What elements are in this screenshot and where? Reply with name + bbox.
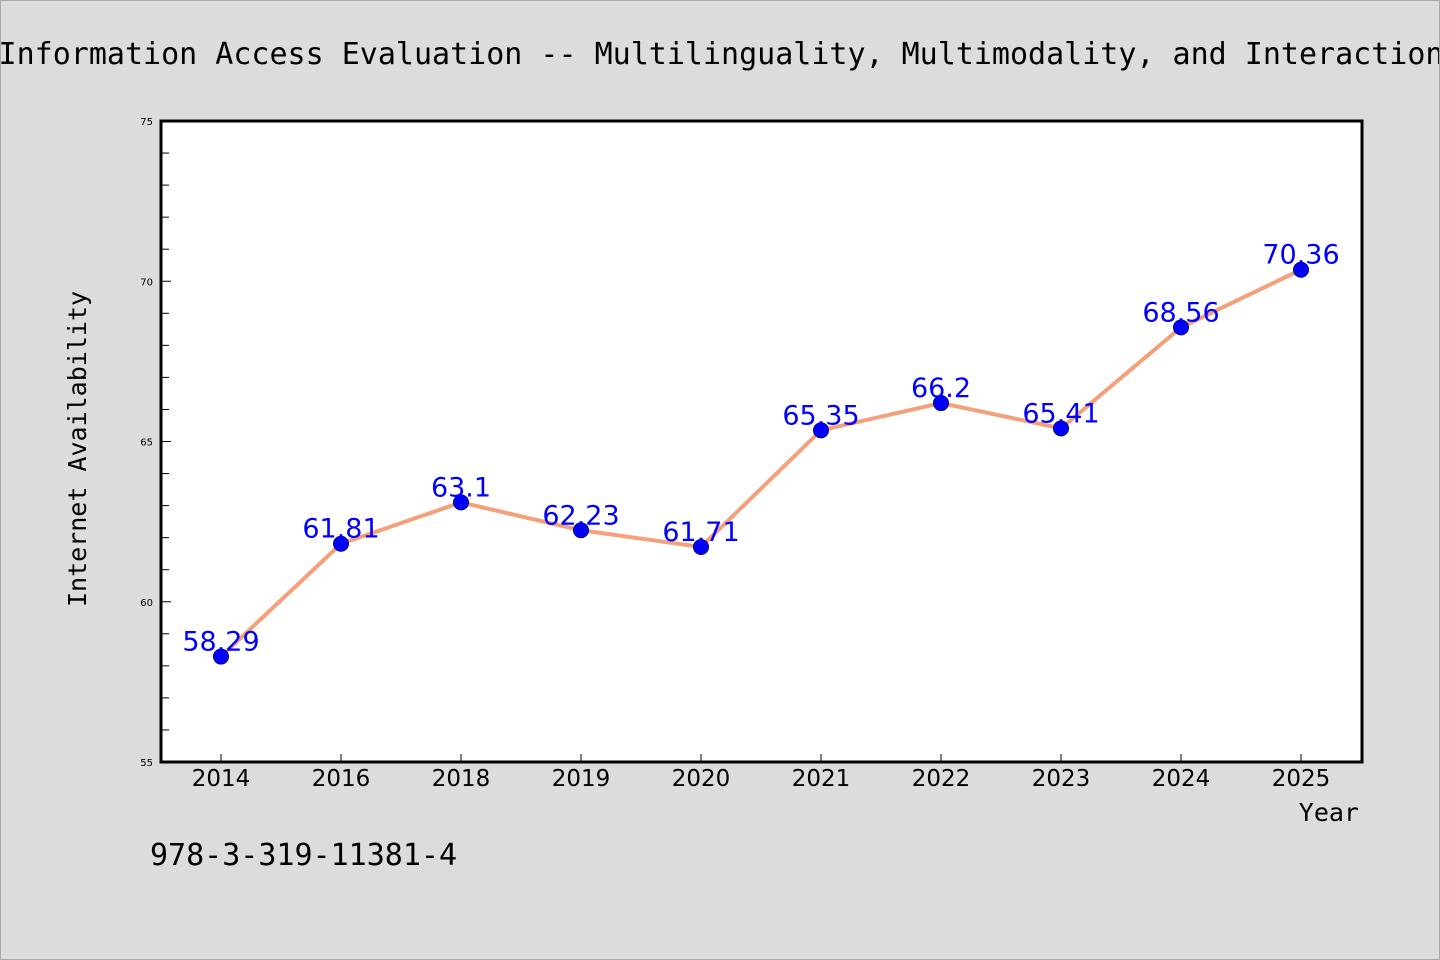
y-tick-label: 75 [140,117,153,128]
y-tick-label: 60 [140,598,153,609]
data-point [693,538,709,555]
y-tick-label: 55 [140,758,153,769]
data-labels: 58.29 61.81 63.1 62.23 61.71 65.35 66.2 65.41 68… [182,240,1339,658]
chart-title: Information Access Evaluation -- Multili… [1,37,1440,72]
x-tick-label: 2018 [432,766,491,792]
data-point [213,648,229,665]
data-point [1293,261,1309,278]
x-tick-label: 2025 [1272,766,1331,792]
data-point [1053,420,1069,437]
data-label: 68.56 [1142,297,1219,328]
data-label: 61.71 [662,517,739,548]
y-axis: 55 60 65 70 75 [140,117,171,769]
data-point [1173,319,1189,336]
data-label: 65.35 [782,400,859,431]
x-axis: 2014 2016 2018 2019 2020 2021 2022 2023 2024 2025 [192,754,1331,792]
y-axis-title: Internet Availability [63,291,92,607]
x-axis-title: Year [1299,798,1359,827]
x-tick-label: 2020 [672,766,731,792]
plot-area [159,119,1364,764]
data-point [333,535,349,552]
x-tick-label: 2023 [1032,766,1091,792]
x-tick-label: 2022 [912,766,971,792]
data-point [453,494,469,511]
series-line [219,267,1303,659]
data-label: 66.2 [911,373,971,404]
data-point [573,522,589,539]
y-tick-label: 70 [140,277,153,288]
data-point [933,395,949,412]
series-layer [213,261,1309,665]
y-tick-label: 65 [140,438,153,449]
isbn-footer: 978-3-319-11381-4 [150,838,457,873]
x-tick-label: 2014 [192,766,251,792]
x-tick-label: 2019 [552,766,611,792]
data-label: 58.29 [182,627,259,658]
data-label: 63.1 [431,472,491,503]
data-label: 61.81 [302,514,379,545]
x-tick-label: 2021 [792,766,851,792]
data-point [813,422,829,439]
data-label: 70.36 [1262,240,1339,271]
x-tick-label: 2016 [312,766,371,792]
data-label: 62.23 [542,500,619,531]
data-label: 65.41 [1022,398,1099,429]
x-tick-label: 2024 [1152,766,1211,792]
